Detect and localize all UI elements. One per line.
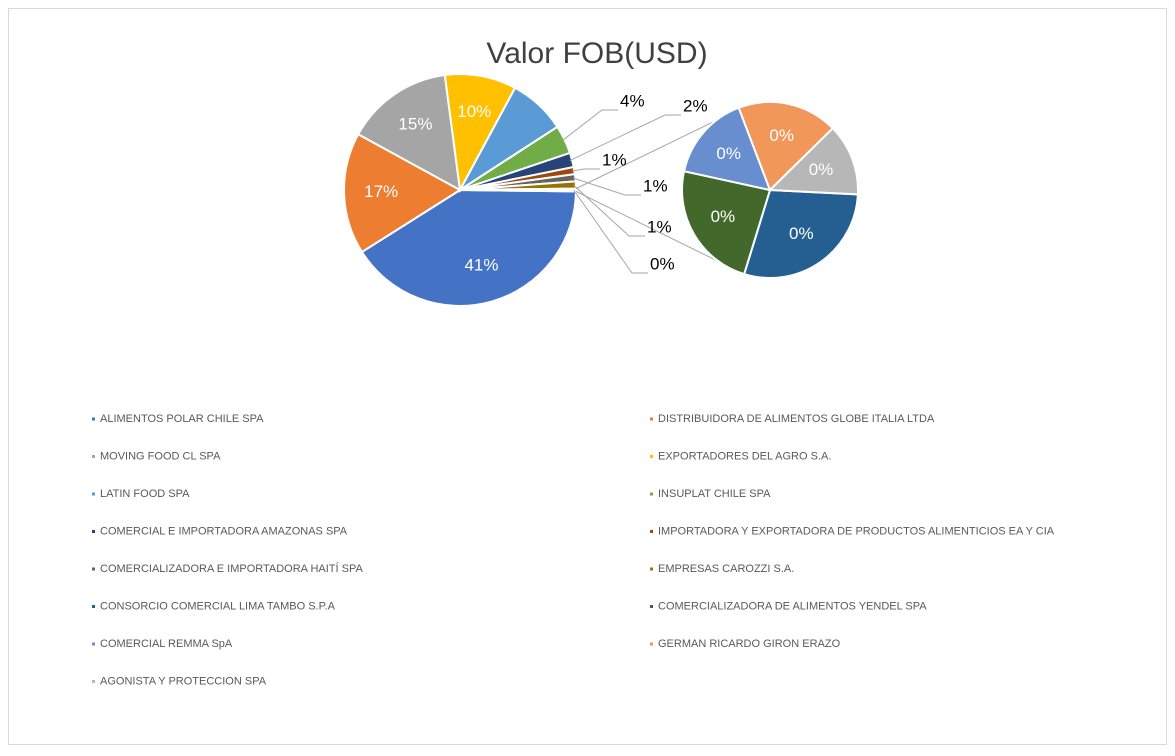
data-label: 1% bbox=[647, 217, 672, 236]
leader-line bbox=[573, 184, 645, 237]
legend-marker bbox=[92, 642, 95, 646]
pie-slice bbox=[767, 126, 859, 196]
legend-marker bbox=[650, 530, 653, 533]
data-label: 1% bbox=[602, 150, 627, 169]
pie-slice bbox=[742, 188, 859, 279]
legend-label: DISTRIBUIDORA DE ALIMENTOS GLOBE ITALIA … bbox=[658, 413, 935, 425]
legend-label: CONSORCIO COMERCIAL LIMA TAMBO S.P.A bbox=[100, 600, 336, 612]
data-label: 1% bbox=[643, 176, 668, 195]
data-label: 0% bbox=[809, 160, 834, 179]
leader-line bbox=[573, 189, 648, 274]
legend-marker bbox=[92, 680, 95, 683]
pie-slice-other bbox=[459, 187, 578, 193]
data-label: 0% bbox=[716, 144, 741, 163]
legend-marker bbox=[650, 567, 653, 571]
leader-line bbox=[562, 109, 618, 141]
leader-line bbox=[569, 114, 681, 161]
pie-slice bbox=[356, 73, 462, 192]
legend-marker bbox=[650, 605, 653, 608]
legend-label: EXPORTADORES DEL AGRO S.A. bbox=[658, 450, 831, 462]
legend-label: COMERCIALIZADORA E IMPORTADORA HAITÍ SPA bbox=[100, 562, 363, 575]
data-label: 2% bbox=[683, 96, 708, 115]
connector-line bbox=[575, 190, 741, 273]
data-label: 15% bbox=[398, 114, 432, 133]
legend-marker bbox=[92, 492, 95, 496]
legend-label: ALIMENTOS POLAR CHILE SPA bbox=[100, 413, 264, 425]
legend-label: IMPORTADORA Y EXPORTADORA DE PRODUCTOS A… bbox=[658, 525, 1055, 537]
pie-slice bbox=[681, 170, 772, 276]
data-label: 0% bbox=[789, 224, 814, 243]
legend-marker bbox=[650, 642, 653, 646]
data-label: 41% bbox=[464, 255, 498, 274]
leader-line bbox=[572, 177, 641, 196]
data-label: 0% bbox=[711, 207, 736, 226]
legend-marker bbox=[92, 530, 95, 533]
pie-slice bbox=[443, 73, 517, 194]
legend-marker bbox=[650, 455, 653, 458]
legend-marker bbox=[650, 417, 653, 421]
pie-slice bbox=[682, 106, 772, 192]
pie-slice bbox=[737, 101, 835, 192]
data-label: 0% bbox=[769, 126, 794, 145]
legend-label: INSUPLAT CHILE SPA bbox=[658, 488, 771, 500]
legend-label: GERMAN RICARDO GIRON ERAZO bbox=[658, 638, 841, 650]
legend-label: COMERCIALIZADORA DE ALIMENTOS YENDEL SPA bbox=[658, 600, 927, 612]
chart-frame bbox=[8, 8, 1167, 745]
pie-slice bbox=[343, 132, 462, 254]
legend-marker bbox=[650, 492, 653, 496]
leader-line bbox=[571, 168, 600, 172]
legend-label: COMERCIAL E IMPORTADORA AMAZONAS SPA bbox=[100, 525, 348, 537]
legend-label: AGONISTA Y PROTECCION SPA bbox=[100, 675, 267, 687]
legend-label: EMPRESAS CAROZZI S.A. bbox=[658, 563, 794, 575]
data-label: 4% bbox=[620, 91, 645, 110]
legend-marker bbox=[92, 605, 95, 608]
legend-label: MOVING FOOD CL SPA bbox=[100, 450, 221, 462]
data-label: 10% bbox=[457, 102, 491, 121]
legend-marker bbox=[92, 567, 95, 571]
legend-marker bbox=[92, 417, 95, 421]
data-label: 0% bbox=[650, 254, 675, 273]
legend-label: LATIN FOOD SPA bbox=[100, 488, 190, 500]
legend-marker bbox=[92, 455, 95, 458]
legend-label: COMERCIAL REMMA SpA bbox=[100, 638, 233, 650]
chart-title: Valor FOB(USD) bbox=[486, 37, 707, 70]
data-label: 17% bbox=[364, 182, 398, 201]
